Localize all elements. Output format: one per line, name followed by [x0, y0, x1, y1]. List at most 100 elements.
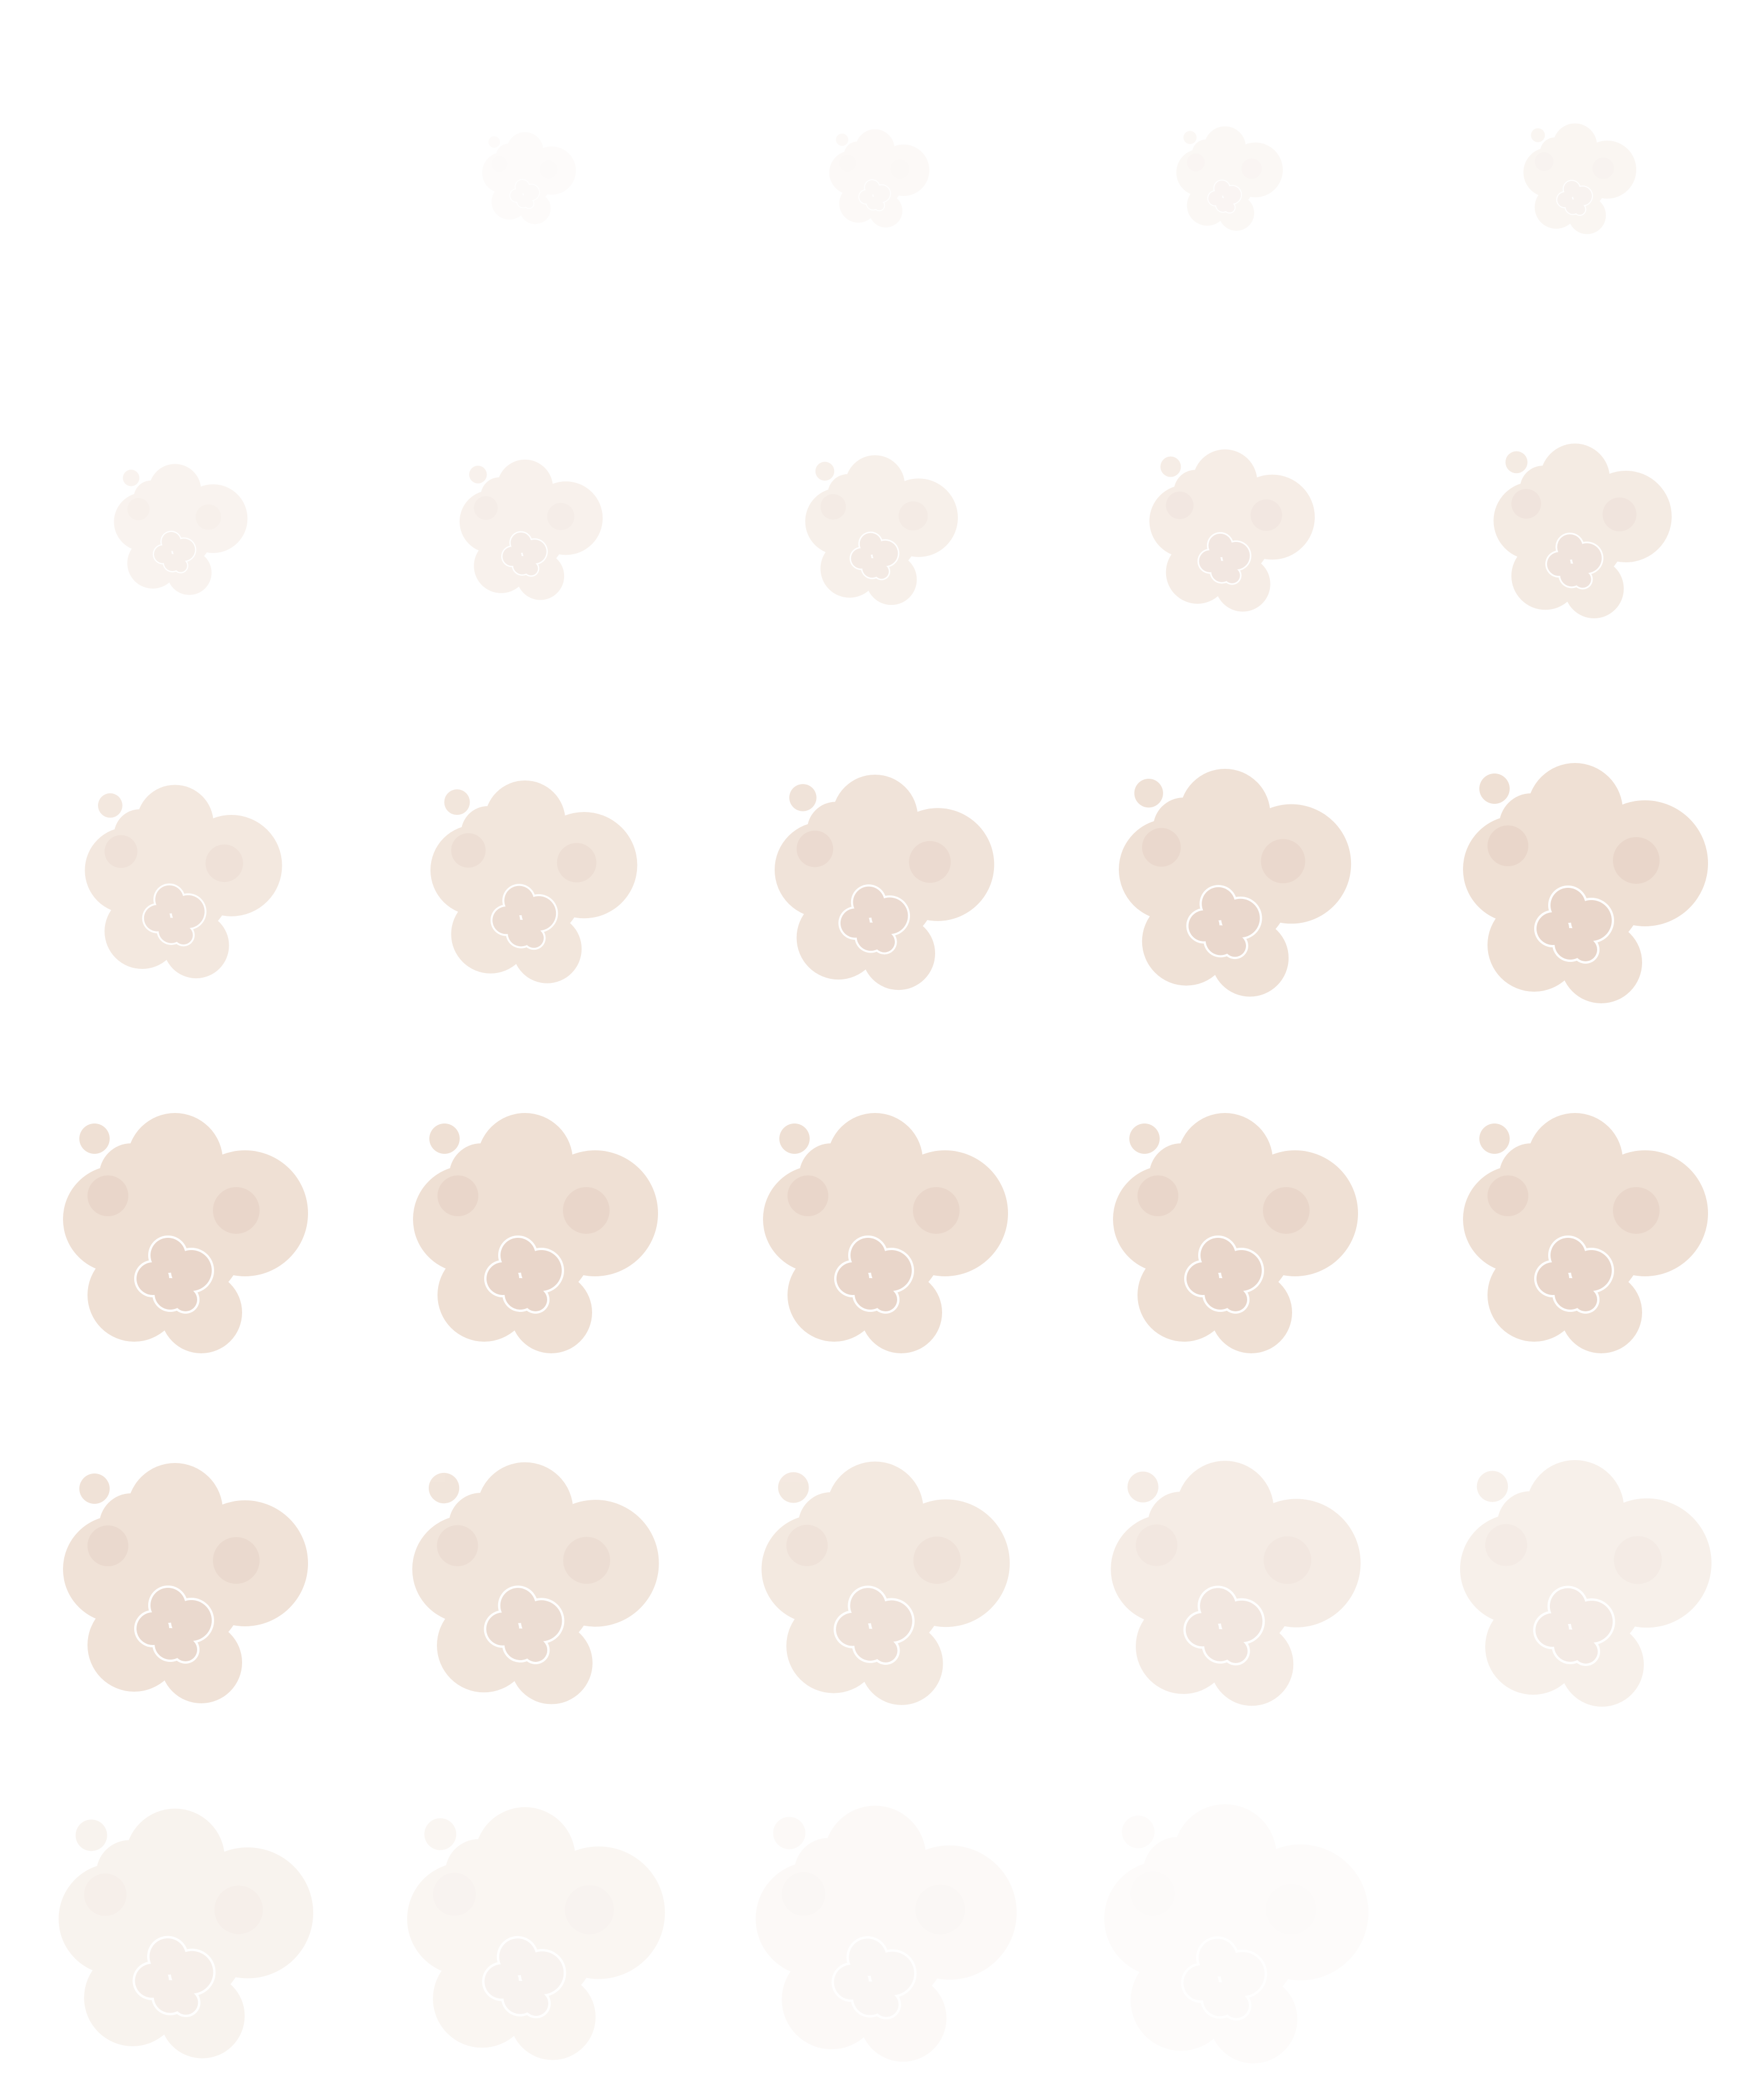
smoke-bit — [789, 784, 817, 811]
inner-lobe — [517, 195, 530, 208]
inner-lobe-outline — [831, 1962, 872, 2003]
smoke-bit — [75, 1819, 107, 1852]
inner-lobe — [522, 896, 556, 931]
inner-lobe — [870, 1600, 912, 1642]
inner-lobe — [171, 1250, 212, 1291]
cloud-lobe — [845, 455, 905, 515]
cloud-lobe-outline — [876, 143, 931, 197]
inner-lobe-outline — [1572, 185, 1593, 206]
inner-lobe-outline — [1215, 197, 1231, 213]
cloud-shade — [563, 1536, 610, 1584]
inner-lobe — [1220, 1952, 1265, 1996]
cloud-lobe — [1173, 1804, 1277, 1908]
smoke-bit — [123, 470, 139, 487]
inner-lobe — [1571, 900, 1612, 941]
cloud-lobe — [1209, 1975, 1297, 2064]
cloud-lobe-outline — [1127, 1947, 1235, 2054]
cloud-lobe-outline — [156, 1970, 248, 2062]
inner-lobe-outline — [1218, 1950, 1268, 1999]
inner-lobe-outline — [858, 189, 874, 205]
inner-lobe — [1557, 192, 1573, 208]
cloud-lobe-outline — [856, 1971, 950, 2065]
cloud-lobe-outline — [1101, 1857, 1223, 1980]
cloud-lobe-outline — [479, 475, 520, 517]
inner-puff — [482, 1936, 566, 2018]
cloud-shade — [1261, 839, 1306, 884]
cloud-lobe-outline — [1557, 1619, 1647, 1710]
cloud-shade — [539, 160, 558, 178]
smoke-bit — [142, 139, 152, 150]
cloud-shade — [565, 1885, 614, 1934]
inner-lobe — [520, 1951, 564, 1994]
inner-lobe — [871, 1250, 912, 1291]
inner-lobe-outline — [173, 558, 188, 573]
cloud-lobe-outline — [797, 1860, 953, 2015]
cloud-lobe — [1485, 1599, 1581, 1695]
inner-lobe — [873, 185, 890, 202]
smoke-bit — [921, 495, 936, 510]
inner-lobe — [523, 1638, 548, 1662]
cloud-shade — [213, 1187, 260, 1234]
cloud-lobe-outline — [818, 537, 881, 600]
smoke-bit — [1183, 156, 1191, 164]
cloud-lobe-outline — [506, 1971, 599, 2063]
cloud-lobe — [529, 481, 603, 555]
cloud-shade — [1534, 152, 1554, 172]
cloud-lobe — [1228, 142, 1283, 198]
inner-puff — [132, 1936, 216, 2017]
inner-lobe — [1221, 898, 1260, 938]
smoke-cloud — [803, 453, 960, 607]
cloud-shade — [1136, 1524, 1178, 1566]
cloud-lobe-outline — [135, 491, 215, 572]
smoke-bit — [779, 1124, 810, 1154]
cloud-shade — [1485, 1524, 1527, 1566]
smoke-bit — [468, 500, 480, 510]
cloud-shade — [913, 1187, 960, 1234]
cloud-lobe-outline — [132, 478, 170, 517]
cloud-lobe-outline — [830, 487, 921, 578]
sprite-frame — [55, 1805, 317, 2062]
cloud-shade — [556, 843, 597, 883]
cloud-lobe — [445, 1839, 513, 1907]
cloud-shade — [786, 1524, 828, 1566]
cloud-lobe — [1503, 1515, 1647, 1659]
cloud-lobe — [1534, 186, 1578, 229]
inner-lobe-outline — [172, 537, 197, 562]
cloud-lobe — [879, 478, 958, 557]
cloud-lobe — [474, 538, 528, 593]
cloud-shade — [1602, 497, 1637, 531]
cloud-lobe-outline — [497, 151, 553, 208]
cloud-lobe — [96, 1840, 163, 1907]
sprite-frame — [1116, 766, 1354, 1000]
cloud-shade — [88, 1175, 128, 1216]
cloud-lobe — [828, 474, 868, 514]
cloud-lobe — [829, 150, 873, 195]
inner-lobe — [1563, 181, 1580, 197]
inner-lobe — [1183, 1965, 1219, 2001]
sprite-frame — [803, 453, 960, 607]
inner-lobe — [849, 1938, 887, 1976]
cloud-lobe-outline — [1551, 122, 1599, 169]
cloud-lobe — [1104, 1861, 1220, 1977]
cloud-lobe — [474, 1807, 576, 1908]
inner-lobe — [1572, 543, 1602, 573]
inner-lobe — [522, 540, 547, 564]
cloud-lobe-outline — [99, 1861, 251, 2013]
cloud-shade — [1613, 1187, 1660, 1234]
inner-puff — [838, 884, 911, 955]
cloud-lobe-outline — [481, 151, 524, 195]
inner-lobe — [862, 558, 882, 578]
smoke-bit — [1129, 1124, 1160, 1154]
cloud-lobe — [491, 184, 527, 220]
inner-lobe — [1549, 1588, 1586, 1625]
cloud-lobe-outline — [1146, 1859, 1304, 2017]
cloud-lobe — [782, 1950, 881, 2049]
inner-lobe — [154, 545, 172, 564]
smoke-cloud — [1522, 122, 1638, 236]
inner-lobe-outline — [501, 545, 523, 568]
cloud-lobe-outline — [864, 552, 919, 607]
cloud-lobe — [831, 488, 919, 576]
cloud-shade — [1511, 489, 1541, 519]
smoke-bit — [97, 793, 123, 818]
inner-lobe — [510, 532, 531, 553]
